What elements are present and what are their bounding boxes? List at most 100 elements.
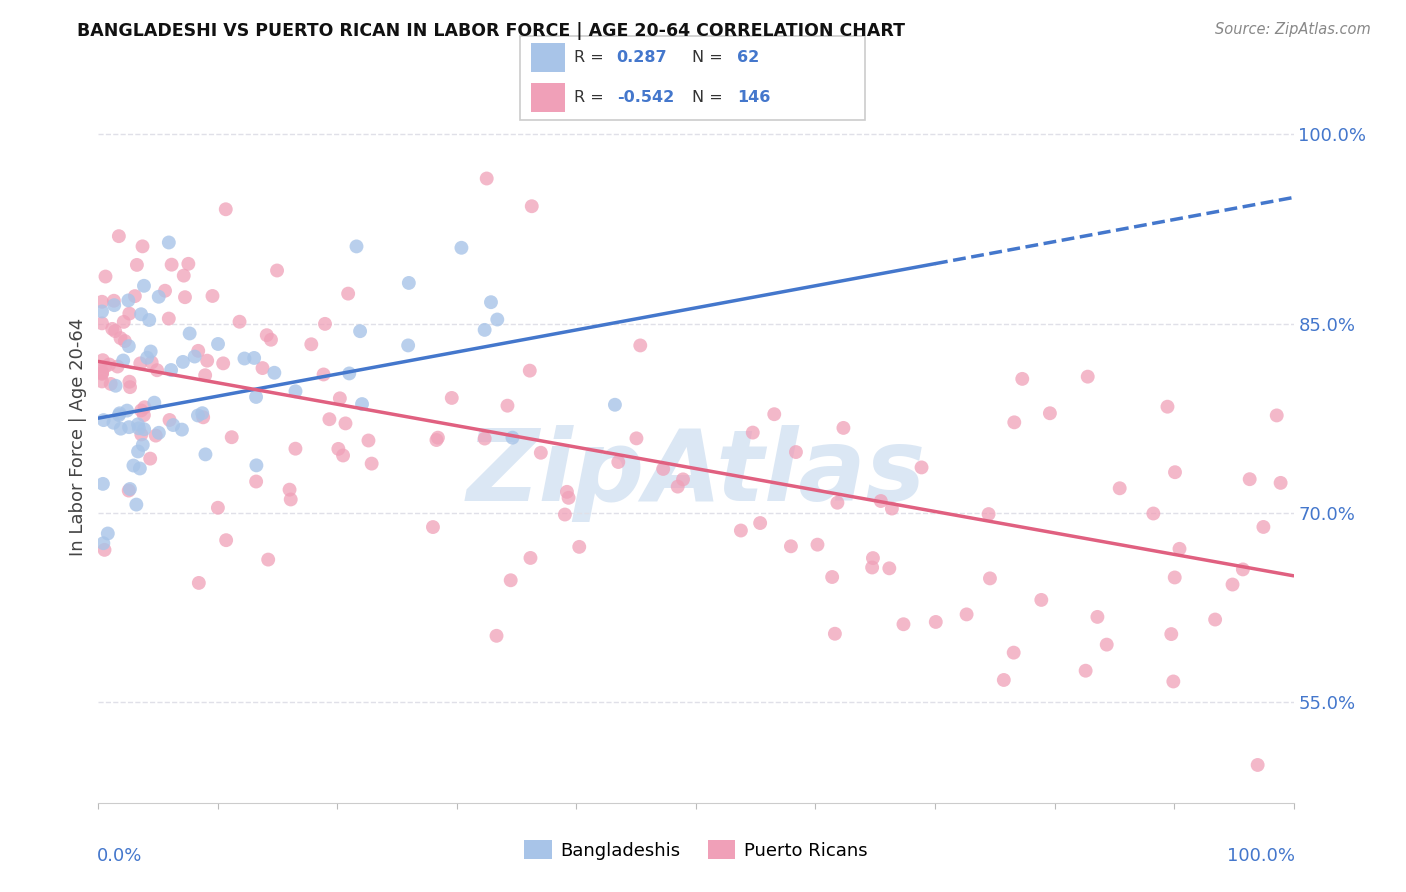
Puerto Ricans [880,501,903,516]
Puerto Ricans [426,431,449,445]
Puerto Ricans [129,403,152,417]
Puerto Ricans [499,574,522,588]
Bangladeshis [398,276,420,290]
Puerto Ricans [337,286,360,301]
Puerto Ricans [139,451,162,466]
Puerto Ricans [131,427,153,442]
Bangladeshis [148,425,170,440]
Puerto Ricans [201,289,224,303]
Bangladeshis [110,422,132,436]
Puerto Ricans [1108,481,1130,495]
Bangladeshis [233,351,256,366]
Puerto Ricans [91,353,114,368]
Puerto Ricans [977,507,1000,521]
Puerto Ricans [94,269,117,284]
Puerto Ricans [195,353,218,368]
Puerto Ricans [157,311,180,326]
Puerto Ricans [187,343,209,358]
Bangladeshis [134,422,156,436]
Puerto Ricans [132,408,155,422]
Puerto Ricans [98,358,121,372]
Puerto Ricans [228,315,250,329]
Bangladeshis [93,413,115,427]
Puerto Ricans [652,462,675,476]
Puerto Ricans [1163,674,1185,689]
Puerto Ricans [93,542,115,557]
Text: 0.287: 0.287 [617,50,668,65]
Bangladeshis [115,403,138,417]
Bangladeshis [179,326,201,341]
Puerto Ricans [91,366,114,380]
Puerto Ricans [557,491,579,505]
Puerto Ricans [955,607,977,622]
Puerto Ricans [749,516,772,530]
Puerto Ricans [129,356,152,370]
Puerto Ricans [519,364,541,378]
Puerto Ricans [1270,475,1292,490]
Puerto Ricans [440,391,463,405]
Puerto Ricans [862,551,884,566]
FancyBboxPatch shape [530,44,565,72]
Puerto Ricans [360,457,382,471]
Bangladeshis [103,416,125,430]
Bangladeshis [263,366,285,380]
Puerto Ricans [1164,570,1187,584]
Puerto Ricans [215,533,238,548]
Puerto Ricans [266,263,288,277]
Puerto Ricans [568,540,591,554]
Puerto Ricans [485,629,508,643]
Bangladeshis [245,458,267,473]
Puerto Ricans [114,334,136,348]
Bangladeshis [112,353,135,368]
Bangladeshis [396,338,419,352]
Bangladeshis [127,417,149,432]
Puerto Ricans [824,626,846,640]
Bangladeshis [108,408,131,422]
Puerto Ricans [1002,415,1025,429]
Bangladeshis [136,351,159,365]
Puerto Ricans [496,399,519,413]
Bangladeshis [148,290,170,304]
Puerto Ricans [118,380,141,394]
Bangladeshis [108,406,131,420]
Puerto Ricans [910,460,932,475]
Puerto Ricans [159,413,181,427]
Bangladeshis [118,420,141,434]
Bangladeshis [132,278,155,293]
Puerto Ricans [100,376,122,391]
Bangladeshis [91,304,114,318]
Puerto Ricans [318,412,340,426]
Bangladeshis [501,431,523,445]
Puerto Ricans [174,290,197,304]
Puerto Ricans [1039,406,1062,420]
Text: ZipAtlas: ZipAtlas [467,425,925,522]
Bangladeshis [162,418,184,433]
Puerto Ricans [422,520,444,534]
Puerto Ricans [1095,638,1118,652]
Bangladeshis [350,397,373,411]
Puerto Ricans [118,375,141,389]
Puerto Ricans [107,359,129,374]
Puerto Ricans [215,202,238,217]
Puerto Ricans [821,570,844,584]
Bangladeshis [187,409,209,423]
Bangladeshis [450,241,472,255]
Puerto Ricans [780,539,803,553]
Puerto Ricans [314,317,336,331]
Puerto Ricans [519,550,541,565]
Text: BANGLADESHI VS PUERTO RICAN IN LABOR FORCE | AGE 20-64 CORRELATION CHART: BANGLADESHI VS PUERTO RICAN IN LABOR FOR… [77,22,905,40]
Puerto Ricans [474,432,496,446]
Puerto Ricans [1031,593,1053,607]
Puerto Ricans [806,538,828,552]
Text: Source: ZipAtlas.com: Source: ZipAtlas.com [1215,22,1371,37]
Bangladeshis [128,461,150,475]
Puerto Ricans [177,257,200,271]
Bangladeshis [170,423,193,437]
Bangladeshis [194,447,217,461]
Puerto Ricans [626,431,648,445]
Bangladeshis [349,324,371,338]
Puerto Ricans [672,472,695,486]
Puerto Ricans [827,496,849,510]
Bangladeshis [346,239,368,253]
Bangladeshis [160,363,183,377]
